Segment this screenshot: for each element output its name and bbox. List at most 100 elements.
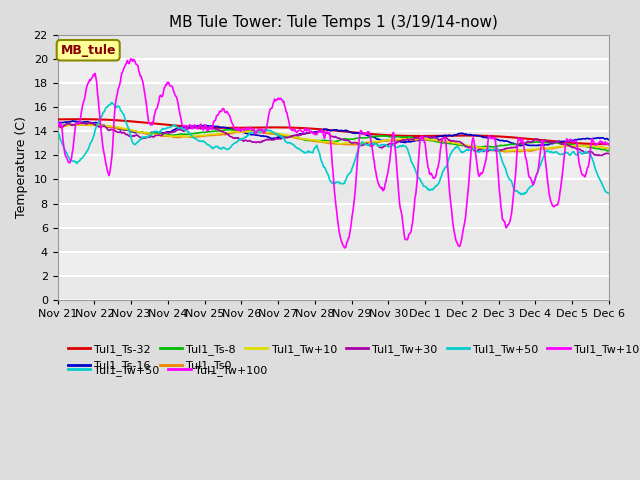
Tul1_Ts-8 [177, 131, 185, 137]
Bar [58, 108, 609, 132]
Tul1_Tw+30 [121, 131, 129, 136]
Tul1_Tw+100 [418, 133, 426, 139]
Tul1_Tw+100 [206, 124, 214, 130]
Tul1_Ts0 [605, 145, 613, 151]
Line: Tul1_Ts-32: Tul1_Ts-32 [58, 119, 609, 144]
Tul1_Tw+30 [206, 125, 214, 131]
Tul1_Tw+50 [54, 129, 61, 135]
Bar [58, 204, 609, 228]
Tul1_Tw+100 [340, 245, 348, 251]
Tul1_Ts-16 [69, 118, 77, 124]
Tul1_Tw+30 [401, 137, 409, 143]
Tul1_Ts-16 [177, 124, 185, 130]
Tul1_Ts-16 [517, 143, 525, 148]
Tul1_Ts-8 [63, 122, 71, 128]
Tul1_Ts-32 [401, 133, 409, 139]
Tul1_Tw+30 [417, 135, 425, 141]
Tul1_Tw+10 [177, 133, 185, 139]
Tul1_Ts-16 [63, 119, 71, 125]
Y-axis label: Temperature (C): Temperature (C) [15, 117, 28, 218]
Legend: Tul1_Tw+50, Tul1_Tw+100: Tul1_Tw+50, Tul1_Tw+100 [63, 360, 272, 381]
Tul1_Ts0 [417, 136, 425, 142]
Bar [58, 276, 609, 300]
Bar [58, 156, 609, 180]
Tul1_Ts-32 [177, 123, 185, 129]
Tul1_Ts-8 [604, 148, 611, 154]
Tul1_Ts-16 [121, 127, 129, 133]
Tul1_Ts-32 [605, 141, 613, 147]
Tul1_Tw+30 [77, 120, 84, 125]
Tul1_Tw+50 [417, 179, 425, 184]
Tul1_Tw+50 [108, 100, 116, 106]
Bar [58, 252, 609, 276]
Tul1_Ts-16 [605, 137, 613, 143]
Tul1_Ts-8 [605, 147, 613, 153]
Tul1_Tw+100 [177, 116, 185, 121]
Tul1_Ts-32 [54, 117, 61, 122]
Tul1_Tw+100 [127, 56, 135, 62]
Tul1_Ts-32 [417, 133, 425, 139]
Tul1_Tw+10 [401, 136, 409, 142]
Tul1_Tw+100 [54, 119, 61, 124]
Tul1_Ts-8 [206, 129, 214, 134]
Tul1_Ts0 [63, 123, 71, 129]
Tul1_Tw+30 [177, 127, 185, 132]
Line: Tul1_Tw+50: Tul1_Tw+50 [58, 103, 609, 194]
Tul1_Tw+10 [94, 121, 102, 127]
Line: Tul1_Tw+30: Tul1_Tw+30 [58, 122, 609, 156]
Tul1_Tw+30 [595, 153, 602, 158]
Bar [58, 36, 609, 60]
Tul1_Ts0 [54, 125, 61, 131]
Bar [58, 60, 609, 84]
Tul1_Tw+50 [177, 126, 185, 132]
Bar [58, 84, 609, 108]
Tul1_Tw+10 [206, 132, 214, 137]
Text: MB_tule: MB_tule [60, 44, 116, 57]
Tul1_Ts-32 [77, 116, 84, 122]
Tul1_Tw+100 [402, 237, 410, 242]
Tul1_Tw+30 [605, 151, 613, 156]
Tul1_Tw+50 [206, 143, 214, 149]
Tul1_Tw+100 [605, 142, 613, 148]
Tul1_Ts-8 [77, 121, 85, 127]
Tul1_Tw+10 [121, 126, 129, 132]
Tul1_Tw+100 [63, 157, 71, 163]
Tul1_Tw+10 [502, 148, 510, 154]
Title: MB Tule Tower: Tule Temps 1 (3/19/14-now): MB Tule Tower: Tule Temps 1 (3/19/14-now… [169, 15, 498, 30]
Tul1_Ts-16 [54, 120, 61, 125]
Tul1_Ts-16 [206, 123, 214, 129]
Tul1_Ts-32 [121, 118, 129, 124]
Tul1_Ts-16 [417, 137, 425, 143]
Tul1_Tw+10 [63, 122, 71, 128]
Tul1_Tw+50 [517, 192, 525, 197]
Tul1_Tw+30 [63, 121, 71, 127]
Tul1_Ts0 [121, 126, 129, 132]
Bar [58, 132, 609, 156]
Tul1_Ts-32 [206, 125, 214, 131]
Tul1_Ts-16 [401, 140, 409, 145]
Tul1_Tw+50 [121, 116, 129, 121]
Tul1_Tw+100 [120, 64, 128, 70]
Line: Tul1_Ts-8: Tul1_Ts-8 [58, 124, 609, 151]
Tul1_Ts-8 [54, 123, 61, 129]
Tul1_Tw+50 [605, 191, 613, 196]
Tul1_Ts-8 [401, 134, 409, 140]
Tul1_Tw+30 [54, 122, 61, 128]
Tul1_Ts-8 [417, 136, 425, 142]
Tul1_Tw+10 [54, 123, 61, 129]
Line: Tul1_Ts-16: Tul1_Ts-16 [58, 121, 609, 145]
Line: Tul1_Ts0: Tul1_Ts0 [58, 124, 609, 152]
Bar [58, 228, 609, 252]
Tul1_Ts-8 [121, 126, 129, 132]
Tul1_Tw+10 [417, 135, 425, 141]
Tul1_Ts0 [502, 149, 510, 155]
Line: Tul1_Tw+100: Tul1_Tw+100 [58, 59, 609, 248]
Tul1_Tw+10 [605, 145, 613, 151]
Bar [58, 180, 609, 204]
Tul1_Ts0 [177, 134, 185, 140]
Tul1_Ts-32 [63, 116, 71, 122]
Tul1_Tw+50 [63, 152, 71, 158]
Line: Tul1_Tw+10: Tul1_Tw+10 [58, 124, 609, 151]
Tul1_Ts0 [70, 121, 77, 127]
Tul1_Tw+50 [401, 144, 409, 149]
